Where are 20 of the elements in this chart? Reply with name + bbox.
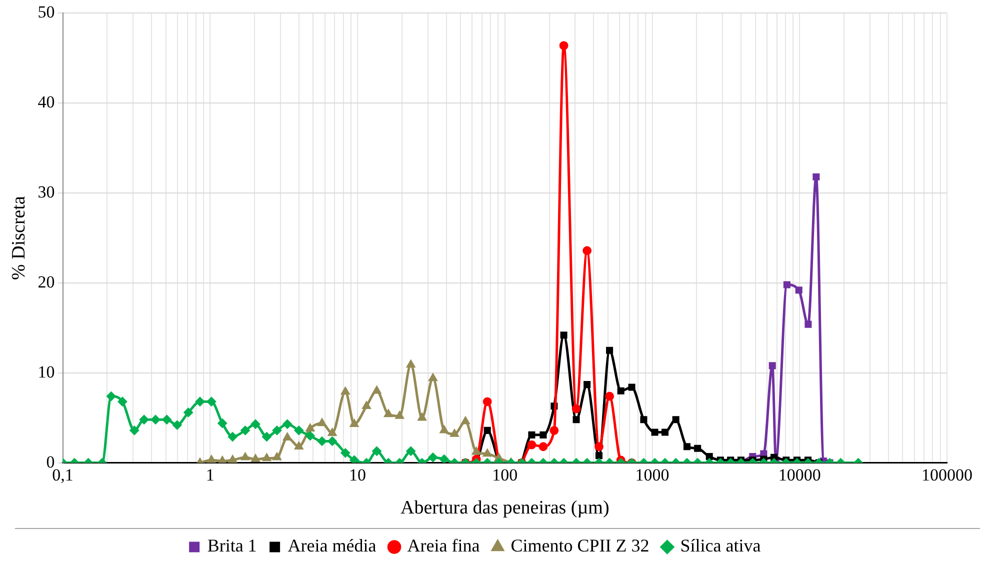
x-tick-label: 10000 bbox=[778, 465, 821, 484]
y-tick-label: 10 bbox=[38, 362, 55, 382]
y-tick-label: 20 bbox=[38, 272, 55, 292]
x-tick-label: 10 bbox=[349, 465, 366, 484]
y-tick-label: 30 bbox=[38, 182, 55, 202]
y-tick-label: 40 bbox=[38, 92, 55, 112]
y-tick-label: 50 bbox=[38, 2, 55, 22]
legend-label: Sílica ativa bbox=[680, 536, 761, 556]
x-tick-label: 0,1 bbox=[52, 465, 74, 484]
y-tick-label: 0 bbox=[46, 452, 55, 472]
legend-label: Brita 1 bbox=[207, 536, 257, 556]
x-tick-label: 1000 bbox=[635, 465, 670, 484]
legend-label: Cimento CPII Z 32 bbox=[510, 536, 650, 556]
legend-label: Areia fina bbox=[407, 536, 480, 556]
x-tick-label: 100000 bbox=[922, 465, 972, 484]
x-axis-title: Abertura das peneiras (µm) bbox=[400, 498, 610, 519]
x-tick-label: 100 bbox=[492, 465, 518, 484]
y-axis-title: % Discreta bbox=[8, 196, 30, 280]
x-tick-label: 1 bbox=[206, 465, 214, 484]
legend-label: Areia média bbox=[288, 536, 376, 556]
